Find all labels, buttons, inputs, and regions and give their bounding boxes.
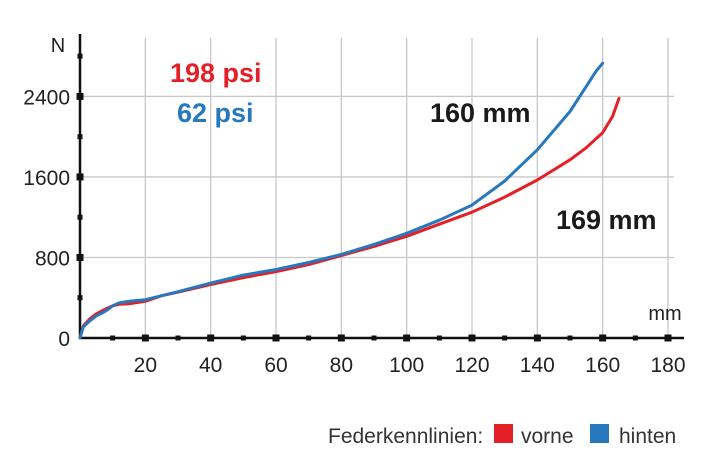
x-minor-tick [371, 335, 377, 341]
x-minor-tick [567, 335, 573, 341]
x-tick-label: 120 [454, 354, 489, 377]
x-minor-tick [110, 335, 116, 341]
x-tick-label: 100 [389, 354, 424, 377]
x-major-tick [403, 334, 411, 342]
x-minor-tick [175, 335, 181, 341]
y-major-tick [76, 92, 84, 100]
series-group [78, 61, 621, 340]
x-minor-tick [502, 335, 508, 341]
y-tick-label-zero: 0 [58, 328, 70, 351]
legend: Federkennlinien: vorne hinten [328, 424, 676, 448]
x-tick-label: 20 [134, 354, 157, 377]
x-major-tick [664, 334, 672, 342]
x-major-tick [468, 334, 476, 342]
x-minor-tick [436, 335, 442, 341]
y-major-tick [76, 173, 84, 181]
legend-label-hinten: hinten [619, 425, 676, 448]
x-tick-label: 60 [264, 354, 287, 377]
x-major-tick [533, 334, 541, 342]
series-line-hinten [78, 61, 605, 340]
front-travel-label: 169 mm [556, 205, 657, 235]
x-tick-label: 180 [650, 354, 685, 377]
y-minor-tick [77, 53, 83, 59]
x-major-tick [272, 334, 280, 342]
front-pressure-label: 198 psi [170, 58, 262, 88]
axes [76, 34, 684, 342]
y-axis-label: N [51, 35, 65, 57]
rear-pressure-label: 62 psi [177, 98, 254, 128]
legend-title: Federkennlinien: [328, 425, 483, 448]
legend-swatch-hinten [590, 424, 609, 443]
grid [80, 38, 674, 338]
y-tick-label: 1600 [23, 167, 70, 190]
tick-labels: 20 40 60 80 100 120 140 160 180 800 1600 2400 [23, 86, 685, 377]
y-minor-tick [77, 214, 83, 220]
legend-swatch-vorne [494, 424, 513, 443]
x-axis-label: mm [648, 303, 681, 325]
x-major-tick [599, 334, 607, 342]
x-major-tick [141, 334, 149, 342]
y-tick-label: 2400 [23, 86, 70, 109]
x-major-tick [207, 334, 215, 342]
legend-label-vorne: vorne [521, 425, 574, 448]
y-minor-tick [77, 134, 83, 140]
x-minor-tick [240, 335, 246, 341]
y-minor-tick [77, 295, 83, 301]
x-tick-label: 160 [585, 354, 620, 377]
series-line-vorne [78, 96, 621, 340]
x-tick-label: 80 [330, 354, 353, 377]
rear-travel-label: 160 mm [430, 98, 531, 128]
x-tick-label: 140 [520, 354, 555, 377]
x-minor-tick [632, 335, 638, 341]
x-major-tick [337, 334, 345, 342]
x-minor-tick [306, 335, 312, 341]
y-major-tick [76, 253, 84, 261]
y-tick-label: 800 [35, 247, 70, 270]
x-tick-label: 40 [199, 354, 222, 377]
